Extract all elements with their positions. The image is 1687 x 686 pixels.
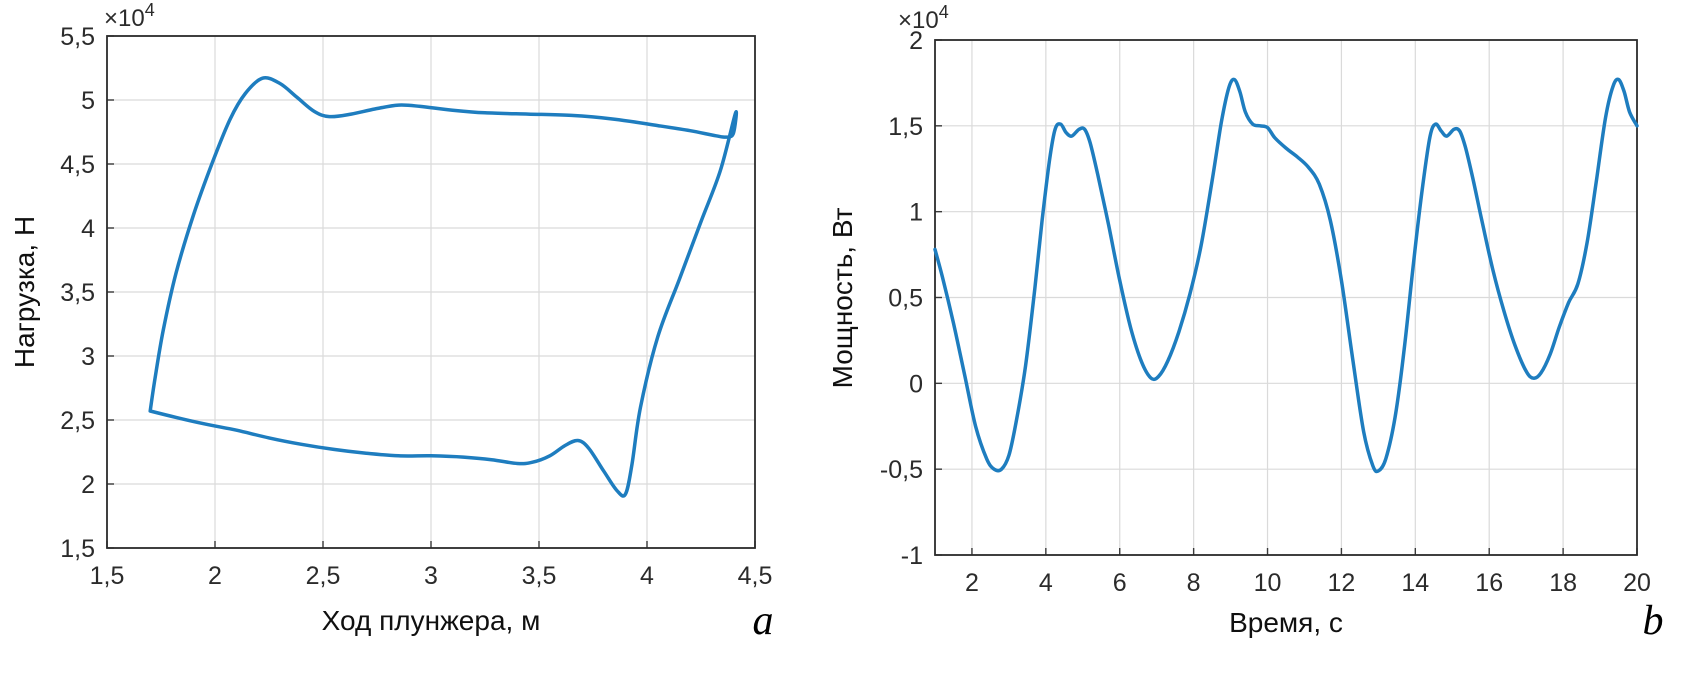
chart-a-x-axis-label: Ход плунжера, м: [322, 605, 541, 636]
y-tick-label: 4,5: [60, 151, 95, 179]
x-tick-label: 6: [1113, 569, 1127, 597]
y-tick-label: 3: [81, 343, 95, 371]
data-line-load-vs-stroke-loop: [148, 76, 739, 498]
y-tick-label: 2,5: [60, 407, 95, 435]
y-tick-label: 3,5: [60, 279, 95, 307]
x-tick-label: 8: [1187, 569, 1201, 597]
y-tick-label: 5,5: [60, 23, 95, 51]
y-tick-label: 0,5: [888, 285, 923, 313]
figure-panel-a: 1,5 2 2,5 3 3,5 4 4,5 1,5 2 2,5 3 3,5 4 4,5 5 5,5 ×104 …: [0, 0, 810, 686]
x-tick-label: 4,5: [738, 562, 773, 590]
x-tick-label: 4: [640, 562, 654, 590]
chart-b-x-axis-label: Время, с: [1229, 607, 1343, 638]
y-tick-label: 2: [909, 27, 923, 55]
y-tick-label: 5: [81, 87, 95, 115]
x-tick-label: 2,5: [306, 562, 341, 590]
chart-b-y-exponent: ×104: [898, 2, 949, 34]
x-tick-label: 2: [208, 562, 222, 590]
chart-b-y-axis-label: Мощность, Вт: [827, 207, 858, 388]
x-tick-label: 3: [424, 562, 438, 590]
y-tick-label: 0: [909, 370, 923, 398]
chart-a-plot-area: 1,5 2 2,5 3 3,5 4 4,5 1,5 2 2,5 3 3,5 4 4,5 5 5,5: [60, 23, 772, 590]
x-tick-label: 3,5: [522, 562, 557, 590]
x-tick-label: 20: [1623, 569, 1651, 597]
y-tick-label: 2: [81, 471, 95, 499]
x-tick-label: 16: [1475, 569, 1503, 597]
y-tick-label: 4: [81, 215, 95, 243]
x-tick-label: 14: [1401, 569, 1429, 597]
chart-a: 1,5 2 2,5 3 3,5 4 4,51,522,533,544,555,5 ×104 …: [9, 0, 774, 644]
chart-a-y-axis-label: Нагрузка, Н: [9, 216, 40, 368]
x-tick-label: 4: [1039, 569, 1053, 597]
y-tick-label: 1,5: [888, 113, 923, 141]
chart-a-y-exponent: ×104: [104, 0, 155, 32]
chart-b-plot-area: 2 4 6 8 10 12 14 16 18 20 -1 -0,5 0 0,5 1 1,5 2: [880, 27, 1651, 597]
x-tick-label: 1,5: [90, 562, 125, 590]
data-line-power-vs-time: [933, 77, 1639, 474]
x-tick-label: 10: [1254, 569, 1282, 597]
x-tick-label: 12: [1328, 569, 1356, 597]
figure-panel-b: 2 4 6 8 10 12 14 16 18 20 -1 -0,5 0 0,5 1 1,5 2 ×104 Вре…: [810, 0, 1687, 686]
y-tick-label: -1: [901, 542, 923, 570]
panel-a-letter: a: [753, 598, 774, 644]
y-tick-label: -0,5: [880, 456, 923, 484]
y-tick-label: 1,5: [60, 535, 95, 563]
x-tick-label: 18: [1549, 569, 1577, 597]
chart-b: 2 4 6 8 10 12 14 16 18 20 -1 -0,5 0 0,5 1 1,5 2 ×104 Вре…: [827, 2, 1664, 644]
panel-b-letter: b: [1643, 598, 1664, 644]
axes-box: [934, 39, 1638, 556]
y-tick-label: 1: [909, 199, 923, 227]
x-tick-label: 2: [965, 569, 979, 597]
axes-box: [106, 35, 756, 549]
